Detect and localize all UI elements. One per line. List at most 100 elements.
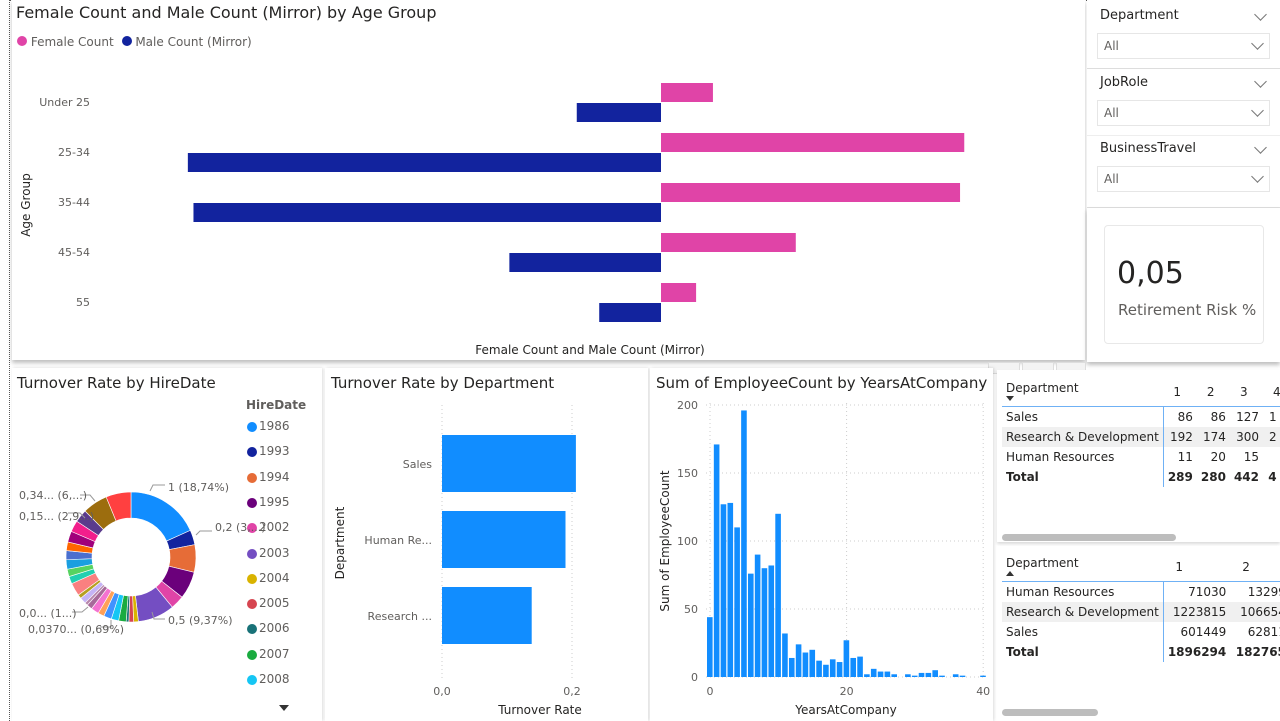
histogram-bar[interactable] — [768, 565, 775, 677]
legend-item-label[interactable]: 2007 — [259, 646, 290, 661]
slicer-dropdown-2[interactable]: All — [1097, 166, 1270, 192]
histogram-bar[interactable] — [870, 668, 877, 677]
hiredate-donut-card[interactable] — [12, 368, 322, 721]
histogram-bar[interactable] — [925, 672, 932, 677]
legend-item-label[interactable]: 1994 — [259, 469, 290, 484]
legend-item-label[interactable]: 1993 — [259, 444, 290, 459]
matrix-total-row: Total 289 280 442 4 — [1002, 467, 1280, 487]
histogram-bar[interactable] — [775, 513, 781, 677]
histogram-bar[interactable] — [809, 649, 816, 677]
donut-slice[interactable] — [130, 491, 191, 542]
row-header[interactable]: Sales — [1002, 622, 1164, 642]
column-header[interactable]: 2 — [1196, 378, 1230, 407]
row-header[interactable]: Research & Development — [1002, 602, 1164, 622]
age-category-label: 25-34 — [58, 146, 90, 159]
histogram-bar[interactable] — [741, 410, 747, 677]
female-bar[interactable] — [661, 233, 796, 252]
histogram-bar[interactable] — [754, 554, 761, 677]
histogram-bar[interactable] — [843, 640, 850, 677]
histogram-bar[interactable] — [734, 527, 740, 677]
sort-descending-icon[interactable] — [1006, 396, 1014, 401]
legend-item-label[interactable]: 2005 — [259, 596, 290, 611]
age-category-label: 45-54 — [58, 246, 90, 259]
histogram-bar[interactable] — [836, 662, 843, 677]
legend-item-label[interactable]: 2008 — [259, 672, 290, 686]
male-bar[interactable] — [576, 103, 661, 122]
histogram-bar[interactable] — [795, 644, 802, 677]
histogram-bar[interactable] — [911, 675, 918, 677]
slicer-dropdown-0[interactable]: All — [1097, 33, 1270, 59]
female-bar[interactable] — [661, 83, 713, 102]
column-header[interactable]: 4 — [1263, 378, 1280, 407]
male-bar[interactable] — [187, 153, 662, 172]
histogram-bar[interactable] — [905, 674, 911, 677]
histogram-bar[interactable] — [713, 444, 720, 677]
column-header[interactable]: 2 — [1230, 553, 1280, 582]
department-bar[interactable] — [442, 587, 532, 644]
matrix-2-horizontal-scrollbar[interactable] — [1002, 709, 1098, 716]
female-bar[interactable] — [661, 133, 965, 152]
histogram-bar[interactable] — [816, 660, 822, 677]
histogram-bar[interactable] — [707, 617, 713, 677]
department-bar[interactable] — [442, 435, 576, 492]
legend-item-label[interactable]: 2002 — [259, 520, 290, 535]
histogram-bar[interactable] — [850, 657, 857, 677]
histogram-bar[interactable] — [802, 652, 809, 677]
histogram-bar[interactable] — [932, 670, 938, 677]
legend-male-label[interactable]: Male Count (Mirror) — [135, 35, 252, 49]
legend-item-label[interactable]: 2004 — [259, 570, 290, 585]
female-bar[interactable] — [661, 183, 961, 202]
male-bar[interactable] — [193, 203, 661, 222]
donut-slice[interactable] — [105, 491, 132, 522]
matrix-row: Research & Development 192 174 300 2 — [1002, 427, 1280, 447]
histogram-bar[interactable] — [761, 568, 768, 677]
column-header[interactable]: 1 — [1163, 553, 1231, 582]
histogram-bar[interactable] — [952, 674, 959, 677]
legend-scroll-down-icon[interactable] — [279, 705, 289, 711]
histogram-bar[interactable] — [939, 675, 945, 677]
male-bar[interactable] — [599, 303, 661, 322]
slicer-dropdown-1[interactable]: All — [1097, 100, 1270, 126]
slicer-label-0: Department — [1100, 8, 1179, 23]
histogram-bar[interactable] — [788, 657, 795, 677]
legend-item-label[interactable]: 1986 — [259, 419, 290, 433]
histogram-bar[interactable] — [891, 674, 898, 677]
age-group-chart-card[interactable] — [12, 0, 1085, 360]
histogram-bar[interactable] — [877, 671, 884, 677]
matrix-row: Research & Development1223815106654 — [1002, 602, 1280, 622]
column-header[interactable]: 3 — [1229, 378, 1263, 407]
matrix-1-horizontal-scrollbar[interactable] — [1002, 534, 1176, 541]
legend-item-label[interactable]: 2003 — [259, 545, 290, 560]
histogram-title: Sum of EmployeeCount by YearsAtCompany — [656, 374, 988, 392]
histogram-bar[interactable] — [727, 502, 734, 677]
legend-female-label[interactable]: Female Count — [30, 35, 114, 49]
histogram-bar[interactable] — [823, 664, 829, 677]
row-header[interactable]: Human Resources — [1002, 447, 1164, 467]
row-header[interactable]: Human Resources — [1002, 581, 1164, 602]
male-bar[interactable] — [509, 253, 661, 272]
histogram-bar[interactable] — [918, 672, 925, 677]
histogram-bar[interactable] — [884, 671, 891, 677]
histogram-bar[interactable] — [864, 674, 870, 677]
legend-item-label[interactable]: 1995 — [259, 494, 290, 509]
row-header[interactable]: Sales — [1002, 406, 1164, 427]
histogram-bar[interactable] — [857, 656, 863, 677]
sort-ascending-icon[interactable] — [1006, 571, 1014, 576]
histogram-bar[interactable] — [747, 573, 754, 677]
histogram-bar[interactable] — [980, 675, 986, 677]
row-header[interactable]: Research & Development — [1002, 427, 1164, 447]
column-header[interactable]: Department — [1002, 553, 1164, 582]
female-bar[interactable] — [661, 283, 697, 302]
column-header[interactable]: 1 — [1163, 378, 1197, 407]
kpi-card[interactable]: 0,05 Retirement Risk % — [1104, 225, 1264, 344]
histogram-bar[interactable] — [959, 675, 966, 677]
legend-item-label[interactable]: 2006 — [259, 621, 290, 636]
department-bar[interactable] — [442, 511, 566, 568]
x-tick-label: 20 — [840, 685, 854, 698]
histogram-bar[interactable] — [829, 659, 836, 677]
column-header[interactable]: Department — [1002, 378, 1164, 407]
histogram-bar[interactable] — [720, 504, 727, 677]
histogram-bar[interactable] — [782, 633, 788, 677]
